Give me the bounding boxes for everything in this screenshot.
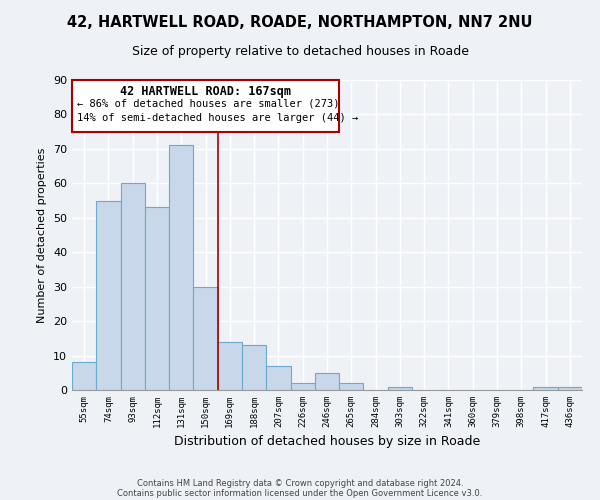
Text: 42 HARTWELL ROAD: 167sqm: 42 HARTWELL ROAD: 167sqm [120,85,291,98]
Bar [218,342,242,390]
Bar [290,383,315,390]
Bar [145,208,169,390]
Bar [96,200,121,390]
Text: Contains HM Land Registry data © Crown copyright and database right 2024.: Contains HM Land Registry data © Crown c… [137,478,463,488]
Bar [388,386,412,390]
Bar [266,366,290,390]
Bar [533,386,558,390]
Bar [72,362,96,390]
Text: 14% of semi-detached houses are larger (44) →: 14% of semi-detached houses are larger (… [77,112,358,122]
X-axis label: Distribution of detached houses by size in Roade: Distribution of detached houses by size … [174,436,480,448]
Text: 42, HARTWELL ROAD, ROADE, NORTHAMPTON, NN7 2NU: 42, HARTWELL ROAD, ROADE, NORTHAMPTON, N… [67,15,533,30]
Y-axis label: Number of detached properties: Number of detached properties [37,148,47,322]
Text: Contains public sector information licensed under the Open Government Licence v3: Contains public sector information licen… [118,488,482,498]
Text: Size of property relative to detached houses in Roade: Size of property relative to detached ho… [131,45,469,58]
Bar [193,286,218,390]
Bar [339,383,364,390]
Bar [558,386,582,390]
Text: ← 86% of detached houses are smaller (273): ← 86% of detached houses are smaller (27… [77,99,340,109]
Bar [121,184,145,390]
Bar [72,80,339,132]
Bar [242,345,266,390]
Bar [315,373,339,390]
Bar [169,146,193,390]
